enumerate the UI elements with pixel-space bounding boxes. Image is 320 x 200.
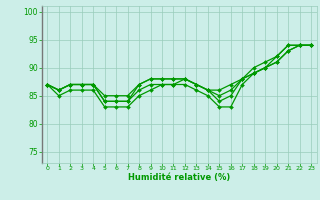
X-axis label: Humidité relative (%): Humidité relative (%) [128, 173, 230, 182]
